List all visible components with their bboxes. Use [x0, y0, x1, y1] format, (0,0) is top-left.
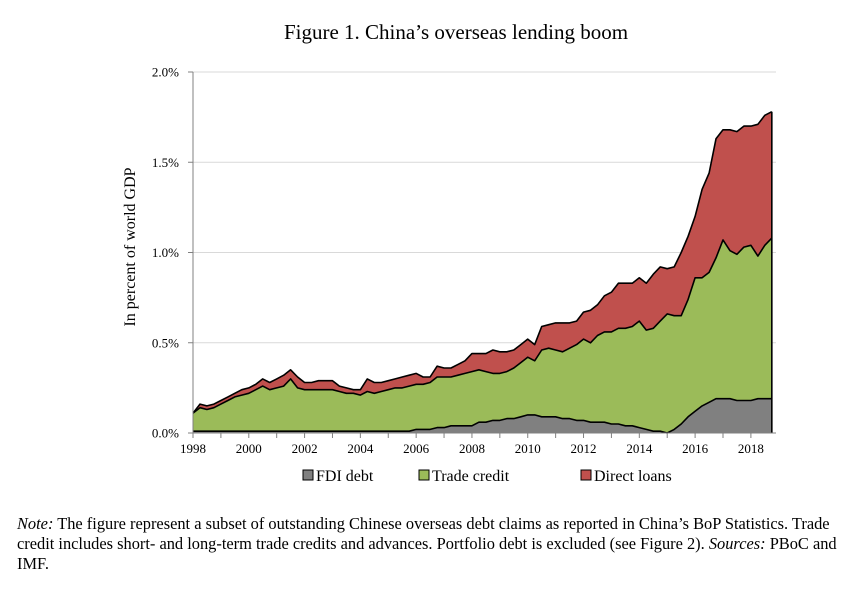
- x-tick-label-2002: 2002: [292, 441, 318, 456]
- x-tick-label-2004: 2004: [347, 441, 374, 456]
- x-tick-label-2018: 2018: [738, 441, 764, 456]
- note-text: The figure represent a subset of outstan…: [17, 514, 830, 553]
- area-fdi-debt: [193, 398, 772, 433]
- x-tick-labels: 1998 2000 2002 2004 2006 2008 2010 2012 2014 2016…: [180, 441, 764, 456]
- legend-label-loans: Direct loans: [594, 468, 672, 485]
- x-tick-label-2014: 2014: [626, 441, 653, 456]
- y-tick-label-1: 0.5%: [152, 335, 179, 350]
- line-fdi-debt: [193, 397, 772, 434]
- x-tick-label-1998: 1998: [180, 441, 206, 456]
- x-tick-label-2008: 2008: [459, 441, 485, 456]
- sources-text: PBoC and IMF.: [17, 534, 837, 573]
- y-axis-label: In percent of world GDP: [122, 167, 139, 326]
- line-trade-credit: [192, 237, 773, 414]
- x-tick-label-2012: 2012: [571, 441, 597, 456]
- y-tick-labels: 0.0% 0.5% 1.0% 1.5% 2.0%: [152, 65, 179, 441]
- legend-swatch-fdi: [302, 469, 314, 481]
- area-trade-credit: [193, 238, 772, 433]
- figure-note: Note: The figure represent a subset of o…: [17, 514, 843, 574]
- legend-label-fdi: FDI debt: [316, 468, 374, 485]
- sources-label: Sources:: [708, 534, 766, 553]
- legend-label-trade: Trade credit: [432, 468, 510, 485]
- area-series: [192, 110, 773, 434]
- line-direct-loans: [192, 110, 773, 414]
- legend-swatch-trade: [418, 469, 430, 481]
- y-tick-label-3: 1.5%: [152, 155, 179, 170]
- axes: [188, 71, 776, 438]
- x-tick-label-2010: 2010: [515, 441, 541, 456]
- stacked-area-chart: 0.0% 0.5% 1.0% 1.5% 2.0% 1998 2000 2002 2004 200…: [122, 65, 776, 485]
- x-tick-label-2000: 2000: [236, 441, 262, 456]
- note-label: Note:: [17, 514, 54, 533]
- y-tick-label-2: 1.0%: [152, 245, 179, 260]
- y-tick-label-4: 2.0%: [152, 65, 179, 80]
- figure-title: Figure 1. China’s overseas lending boom: [283, 20, 629, 44]
- x-tick-label-2006: 2006: [403, 441, 430, 456]
- legend-swatch-loans: [580, 469, 592, 481]
- y-tick-label-0: 0.0%: [152, 426, 179, 441]
- x-tick-label-2016: 2016: [682, 441, 709, 456]
- legend: FDI debt Trade credit Direct loans: [302, 468, 672, 485]
